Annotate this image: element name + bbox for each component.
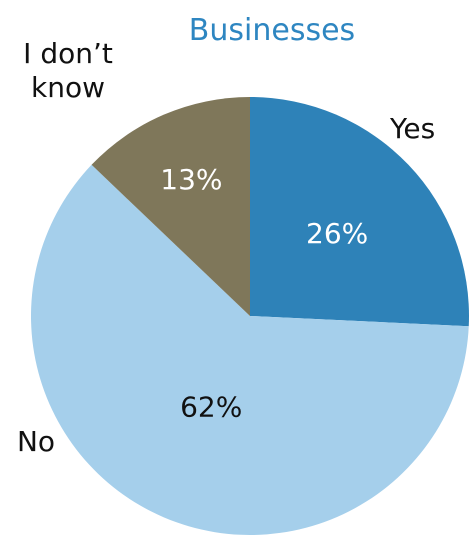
slice-yes — [250, 97, 469, 327]
category-label-no: No — [17, 425, 55, 458]
slice-i-don-t-know — [91, 97, 250, 316]
percent-label-yes: 26% — [306, 217, 368, 250]
slice-no — [30, 164, 469, 535]
category-label-yes: Yes — [389, 112, 435, 145]
percent-label-no: 62% — [180, 391, 242, 424]
chart-title: Businesses — [189, 13, 355, 48]
pie-slices — [30, 97, 469, 535]
percent-label-i-don-t-know: 13% — [160, 163, 222, 196]
percent-labels: 26% 62% 13% — [160, 163, 368, 424]
category-labels: Yes No I don’t know — [17, 37, 435, 458]
category-label-i-don-t-know: I don’t know — [23, 37, 113, 104]
